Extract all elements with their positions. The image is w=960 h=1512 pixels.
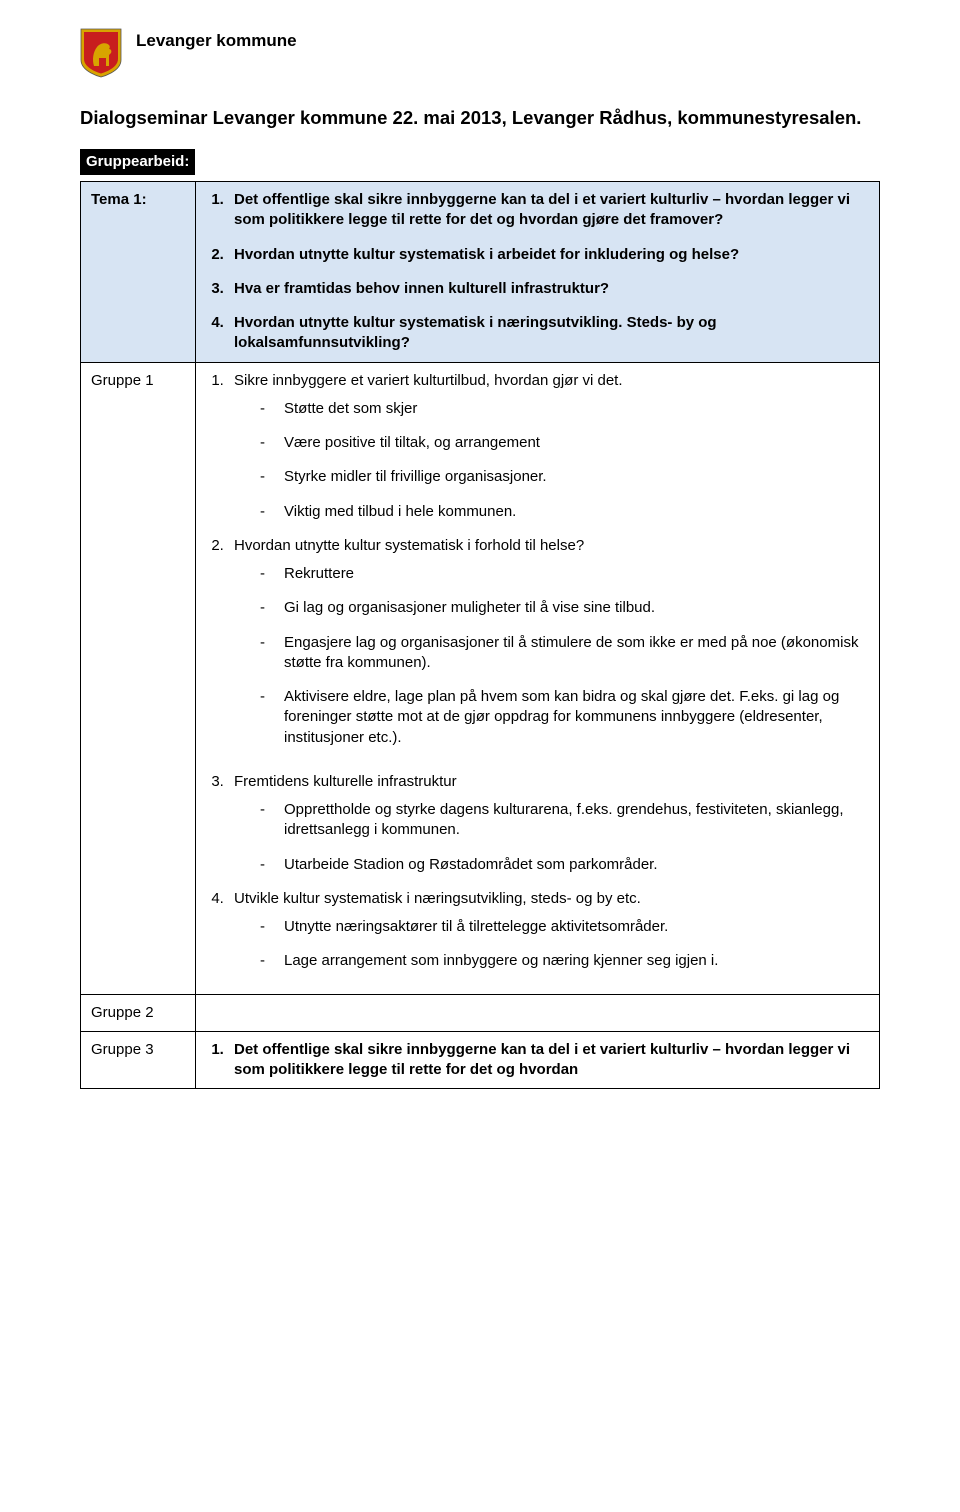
gruppe3-q1: Det offentlige skal sikre innbyggerne ka…: [228, 1040, 869, 1081]
gruppe1-q4: Utvikle kultur systematisk i næringsutvi…: [228, 889, 869, 972]
tema-row: Tema 1: Det offentlige skal sikre innbyg…: [81, 182, 880, 363]
bullet-item: Engasjere lag og organisasjoner til å st…: [260, 633, 869, 674]
gruppe3-label: Gruppe 3: [81, 1031, 196, 1089]
gruppe1-q3: Fremtidens kulturelle infrastruktur Oppr…: [228, 772, 869, 875]
gruppe1-q1-bullets: Støtte det som skjer Være positive til t…: [234, 399, 869, 522]
gruppe2-row: Gruppe 2: [81, 994, 880, 1031]
bullet-item: Være positive til tiltak, og arrangement: [260, 433, 869, 453]
document-page: Levanger kommune Dialogseminar Levanger …: [0, 0, 960, 1129]
section-header: Gruppearbeid:: [80, 149, 195, 175]
content-table: Tema 1: Det offentlige skal sikre innbyg…: [80, 181, 880, 1089]
gruppe1-q2: Hvordan utnytte kultur systematisk i for…: [228, 536, 869, 748]
gruppe2-label: Gruppe 2: [81, 994, 196, 1031]
gruppe1-content: Sikre innbyggere et variert kulturtilbud…: [196, 362, 880, 994]
bullet-item: Gi lag og organisasjoner muligheter til …: [260, 598, 869, 618]
bullet-item: Lage arrangement som innbyggere og nærin…: [260, 951, 869, 971]
gruppe1-q2-title: Hvordan utnytte kultur systematisk i for…: [234, 537, 584, 554]
municipal-shield-icon: [80, 28, 122, 78]
document-title: Dialogseminar Levanger kommune 22. mai 2…: [80, 106, 880, 131]
bullet-item: Utnytte næringsaktører til å tilretteleg…: [260, 917, 869, 937]
org-name: Levanger kommune: [136, 28, 297, 53]
gruppe1-q2-bullets: Rekruttere Gi lag og organisasjoner muli…: [234, 564, 869, 748]
gruppe3-content: Det offentlige skal sikre innbyggerne ka…: [196, 1031, 880, 1089]
gruppe1-q3-title: Fremtidens kulturelle infrastruktur: [234, 773, 457, 790]
gruppe3-row: Gruppe 3 Det offentlige skal sikre innby…: [81, 1031, 880, 1089]
gruppe1-q4-bullets: Utnytte næringsaktører til å tilretteleg…: [234, 917, 869, 972]
tema-item: Hva er framtidas behov innen kulturell i…: [228, 279, 869, 299]
bullet-item: Støtte det som skjer: [260, 399, 869, 419]
gruppe1-label: Gruppe 1: [81, 362, 196, 994]
bullet-item: Aktivisere eldre, lage plan på hvem som …: [260, 687, 869, 748]
gruppe2-content: [196, 994, 880, 1031]
bullet-item: Viktig med tilbud i hele kommunen.: [260, 502, 869, 522]
tema-item: Hvordan utnytte kultur systematisk i nær…: [228, 313, 869, 354]
gruppe1-q1: Sikre innbyggere et variert kulturtilbud…: [228, 371, 869, 522]
bullet-item: Styrke midler til frivillige organisasjo…: [260, 467, 869, 487]
gruppe1-list: Sikre innbyggere et variert kulturtilbud…: [206, 371, 869, 748]
gruppe1-list-contd: Fremtidens kulturelle infrastruktur Oppr…: [206, 772, 869, 972]
gruppe3-list: Det offentlige skal sikre innbyggerne ka…: [206, 1040, 869, 1081]
bullet-item: Utarbeide Stadion og Røstadområdet som p…: [260, 855, 869, 875]
bullet-item: Opprettholde og styrke dagens kulturaren…: [260, 800, 869, 841]
gruppe1-q4-title: Utvikle kultur systematisk i næringsutvi…: [234, 890, 641, 907]
tema-item: Hvordan utnytte kultur systematisk i arb…: [228, 245, 869, 265]
tema-item: Det offentlige skal sikre innbyggerne ka…: [228, 190, 869, 231]
tema-label: Tema 1:: [81, 182, 196, 363]
gruppe1-q3-bullets: Opprettholde og styrke dagens kulturaren…: [234, 800, 869, 875]
tema-list: Det offentlige skal sikre innbyggerne ka…: [206, 190, 869, 354]
gruppe1-row: Gruppe 1 Sikre innbyggere et variert kul…: [81, 362, 880, 994]
bullet-item: Rekruttere: [260, 564, 869, 584]
page-header: Levanger kommune: [80, 28, 880, 78]
gruppe1-q1-title: Sikre innbyggere et variert kulturtilbud…: [234, 372, 623, 389]
tema-content: Det offentlige skal sikre innbyggerne ka…: [196, 182, 880, 363]
